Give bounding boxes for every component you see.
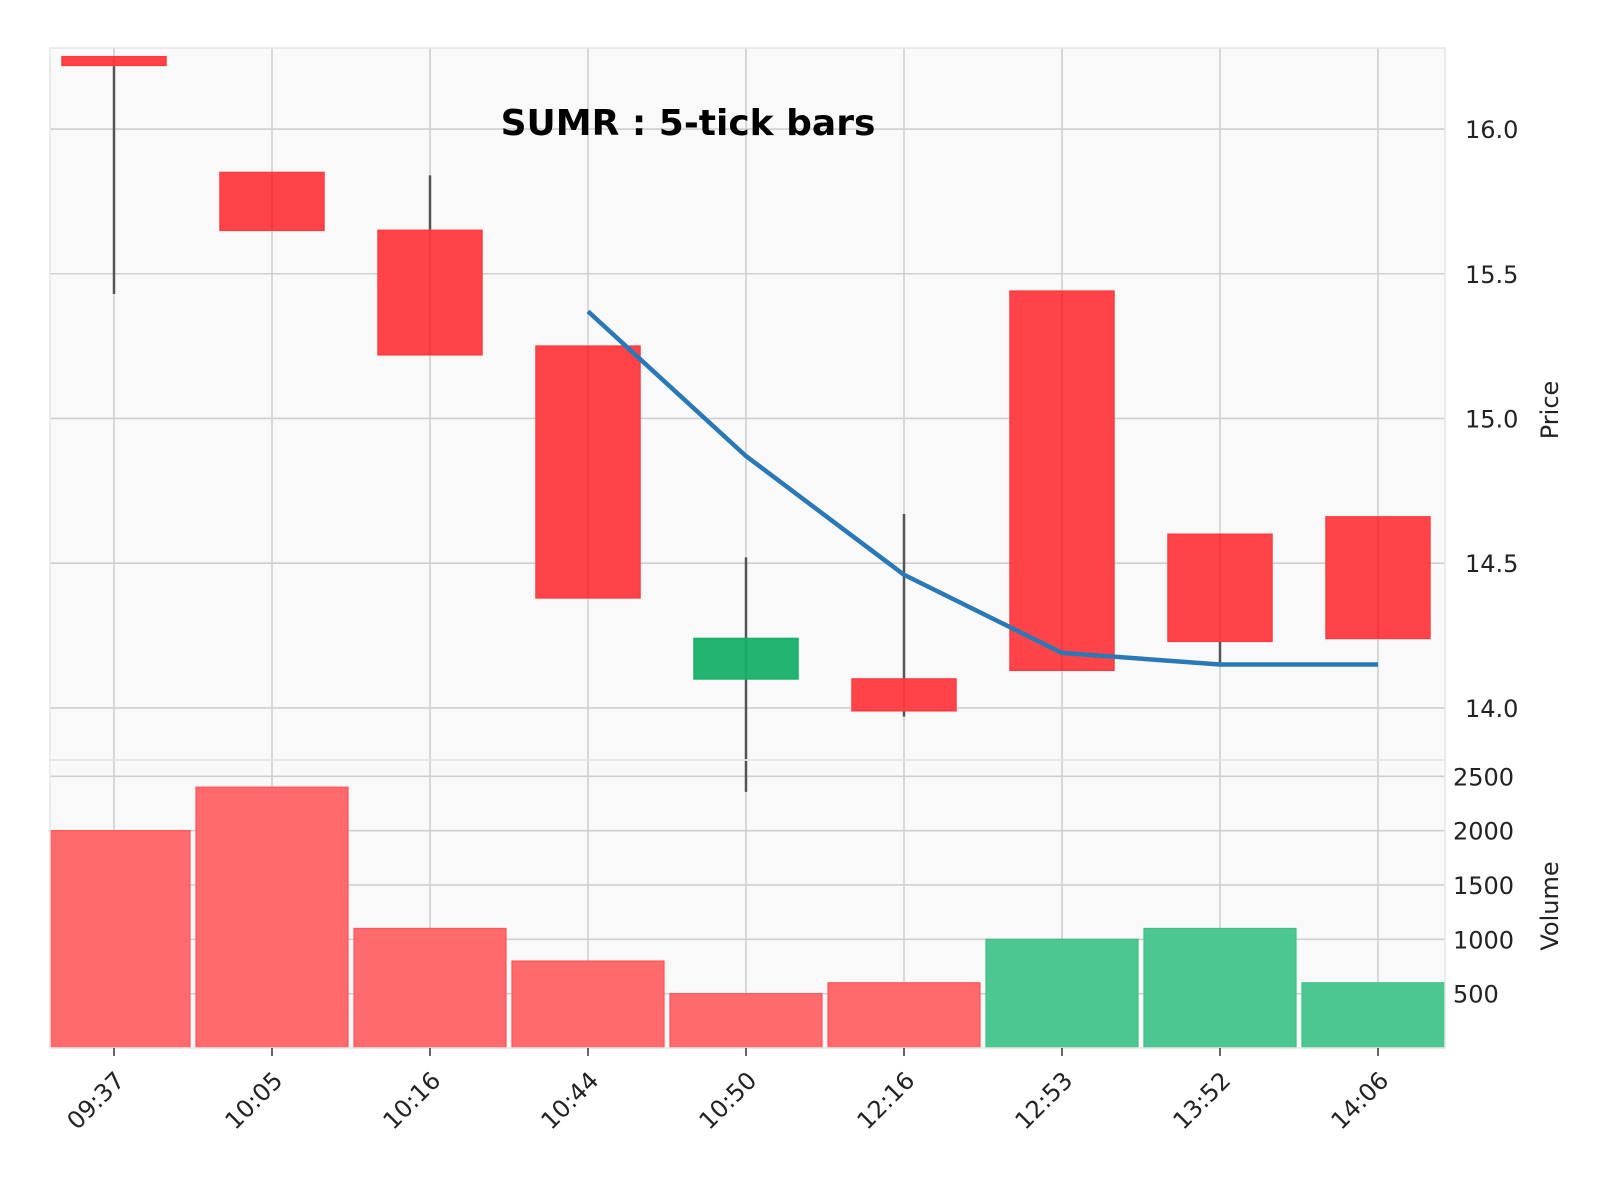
price-tick-label: 14.0 (1465, 695, 1518, 723)
volume-tick-label: 2000 (1453, 818, 1514, 846)
volume-tick-label: 2500 (1453, 763, 1514, 791)
x-tick-label: 10:16 (378, 1066, 447, 1135)
x-tick-label: 09:37 (62, 1066, 131, 1135)
volume-bars (49, 786, 1446, 1049)
moving-average (586, 309, 1378, 667)
candle-body (693, 637, 799, 680)
x-tick-label: 10:05 (220, 1066, 289, 1135)
x-tick-label: 12:53 (1010, 1066, 1079, 1135)
volume-axis-label: Volume (1536, 861, 1564, 950)
price-tick-label: 16.0 (1465, 116, 1518, 144)
volume-bar (1143, 927, 1297, 1049)
volume-bar (669, 993, 823, 1049)
price-tick-label: 15.5 (1465, 261, 1518, 289)
volume-tick-label: 500 (1453, 981, 1499, 1009)
x-tick-label: 12:16 (852, 1066, 921, 1135)
x-tick-label: 10:50 (694, 1066, 763, 1135)
candle-body (535, 345, 641, 599)
moving-average-line (586, 309, 1378, 667)
x-tick-labels: 09:37 10:05 10:16 10:44 10:50 12:16 12:53 13:52… (62, 1048, 1395, 1135)
volume-bar (1301, 982, 1446, 1049)
x-tick-label: 10:44 (536, 1066, 605, 1135)
volume-tick-label: 1500 (1453, 872, 1514, 900)
volume-tick-label: 1000 (1453, 926, 1514, 954)
price-axis-label: Price (1536, 381, 1564, 440)
candle-body (377, 229, 483, 356)
x-tick-label: 14:06 (1326, 1066, 1395, 1135)
volume-bar (985, 938, 1139, 1049)
candle-body (1167, 533, 1273, 643)
price-tick-label: 14.5 (1465, 550, 1518, 578)
x-tick-label: 13:52 (1168, 1066, 1237, 1135)
chart-title: SUMR : 5-tick bars (501, 103, 876, 144)
y-tick-labels: 14.0 14.5 15.0 15.5 16.0 500 1000 1500 2000 2500 (1453, 116, 1518, 1009)
price-tick-label: 15.0 (1465, 405, 1518, 433)
volume-bar (827, 982, 981, 1049)
candle-body (61, 55, 167, 67)
volume-bar (49, 830, 191, 1049)
candle-body (851, 678, 957, 712)
volume-bar (511, 960, 665, 1049)
candle-body (219, 171, 325, 232)
candle-body (1325, 516, 1431, 640)
candle-body (1009, 290, 1115, 672)
volume-bar (195, 786, 349, 1049)
volume-panel-border (49, 759, 1446, 1049)
candlesticks (61, 55, 1431, 792)
volume-bar (353, 927, 507, 1049)
